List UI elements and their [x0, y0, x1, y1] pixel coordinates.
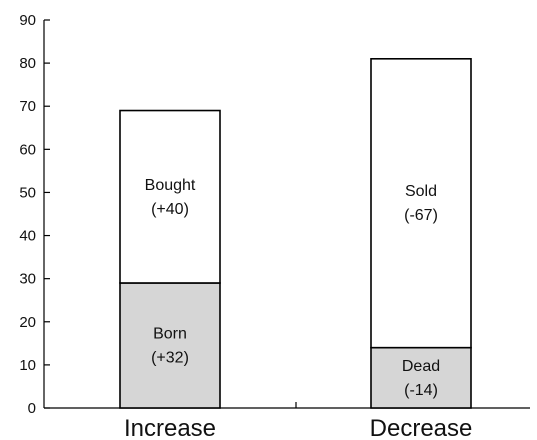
y-tick-label: 10 [19, 357, 36, 374]
segment-label-sold: Sold [405, 183, 437, 200]
segment-value-born: (+32) [151, 349, 189, 366]
category-label-decrease: Decrease [370, 415, 473, 440]
y-tick-label: 50 [19, 184, 36, 201]
segment-value-sold: (-67) [404, 207, 438, 224]
segment-label-bought: Bought [145, 177, 196, 194]
bar-segment-sold [370, 57, 472, 349]
y-tick-label: 0 [28, 400, 36, 417]
y-tick-label: 60 [19, 141, 36, 158]
y-tick-label: 20 [19, 314, 36, 331]
segment-label-born: Born [153, 325, 187, 342]
category-label-increase: Increase [124, 415, 216, 440]
bar-segment-born [119, 282, 221, 409]
segment-value-bought: (+40) [151, 201, 189, 218]
bar-segment-dead [370, 346, 472, 409]
y-tick-label: 80 [19, 55, 36, 72]
bar-segment-bought [119, 109, 221, 284]
segment-value-dead: (-14) [404, 382, 438, 399]
y-tick-label: 30 [19, 271, 36, 288]
segment-label-dead: Dead [402, 358, 440, 375]
y-tick-label: 40 [19, 228, 36, 245]
chart-marks: 0 10 20 30 40 50 60 70 80 90 Born (+32) Bought (+40) I… [19, 12, 530, 440]
y-tick-label: 70 [19, 98, 36, 115]
y-tick-label: 90 [19, 12, 36, 29]
